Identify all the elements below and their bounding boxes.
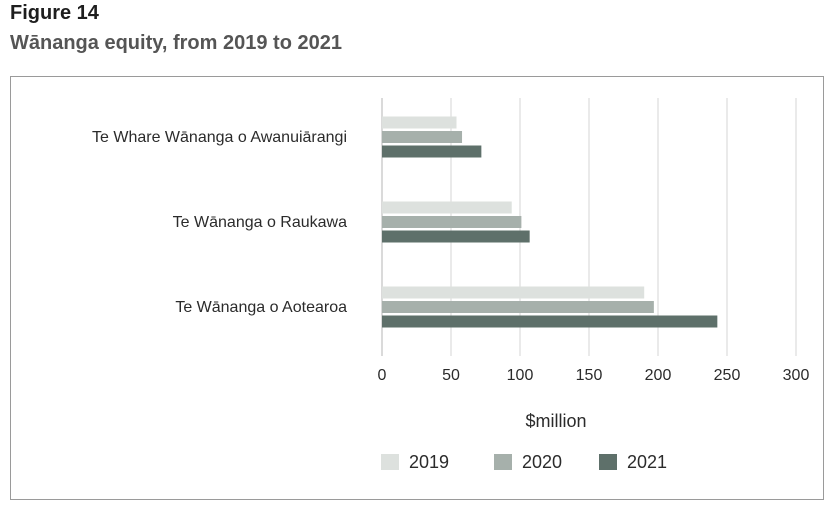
x-tick-label: 0 xyxy=(378,367,387,384)
bar-2019 xyxy=(382,116,457,129)
x-tick-label: 300 xyxy=(783,367,810,384)
bar-2021 xyxy=(382,315,718,328)
x-axis-label: $million xyxy=(525,411,586,431)
bar-2021 xyxy=(382,145,482,158)
x-tick-label: 100 xyxy=(507,367,534,384)
category-label: Te Wānanga o Aotearoa xyxy=(175,299,347,316)
category-label: Te Whare Wānanga o Awanuiārangi xyxy=(92,129,347,146)
bar-2020 xyxy=(382,301,654,313)
x-tick-label: 200 xyxy=(645,367,672,384)
legend-label: 2019 xyxy=(409,452,449,472)
x-tick-label: 150 xyxy=(576,367,603,384)
x-tick-label: 50 xyxy=(442,367,460,384)
legend-label: 2020 xyxy=(522,452,562,472)
chart-frame xyxy=(10,76,824,500)
category-labels: Te Whare Wānanga o Awanuiārangi Te Wānang… xyxy=(92,129,347,316)
bars xyxy=(382,116,718,328)
legend: 2019 2020 2021 xyxy=(381,452,667,472)
x-tick-label: 250 xyxy=(714,367,741,384)
x-tick-labels: 0 50 100 150 200 250 300 xyxy=(378,367,810,384)
legend-swatch-2019 xyxy=(381,454,399,470)
bar-2020 xyxy=(382,131,463,143)
legend-swatch-2020 xyxy=(494,454,512,470)
figure-title: Wānanga equity, from 2019 to 2021 xyxy=(10,32,342,54)
bar-2019 xyxy=(382,286,645,299)
bar-2021 xyxy=(382,230,530,243)
bar-2019 xyxy=(382,201,512,214)
bar-2020 xyxy=(382,216,522,228)
legend-swatch-2021 xyxy=(599,454,617,470)
legend-label: 2021 xyxy=(627,452,667,472)
category-label: Te Wānanga o Raukawa xyxy=(173,214,347,231)
figure-label: Figure 14 xyxy=(10,2,99,24)
